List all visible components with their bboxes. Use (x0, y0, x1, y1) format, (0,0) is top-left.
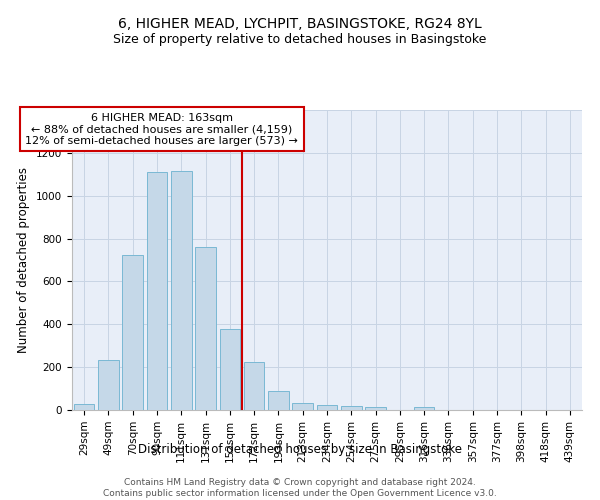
Bar (317, 404, 337, 410)
Bar (244, 362, 265, 410)
Bar (414, 408, 434, 410)
Bar (171, 171, 191, 410)
Bar (292, 403, 313, 410)
Bar (268, 390, 289, 410)
Y-axis label: Number of detached properties: Number of detached properties (17, 167, 31, 353)
Bar (146, 172, 167, 410)
Text: Distribution of detached houses by size in Basingstoke: Distribution of detached houses by size … (138, 442, 462, 456)
Bar (195, 247, 216, 410)
Bar (98, 360, 119, 410)
Bar (74, 404, 94, 410)
Text: Size of property relative to detached houses in Basingstoke: Size of property relative to detached ho… (113, 32, 487, 46)
Text: Contains HM Land Registry data © Crown copyright and database right 2024.
Contai: Contains HM Land Registry data © Crown c… (103, 478, 497, 498)
Text: 6 HIGHER MEAD: 163sqm
← 88% of detached houses are smaller (4,159)
12% of semi-d: 6 HIGHER MEAD: 163sqm ← 88% of detached … (25, 112, 298, 146)
Bar (365, 407, 386, 410)
Bar (122, 254, 143, 410)
Bar (220, 328, 240, 410)
Bar (341, 406, 362, 410)
Text: 6, HIGHER MEAD, LYCHPIT, BASINGSTOKE, RG24 8YL: 6, HIGHER MEAD, LYCHPIT, BASINGSTOKE, RG… (118, 18, 482, 32)
